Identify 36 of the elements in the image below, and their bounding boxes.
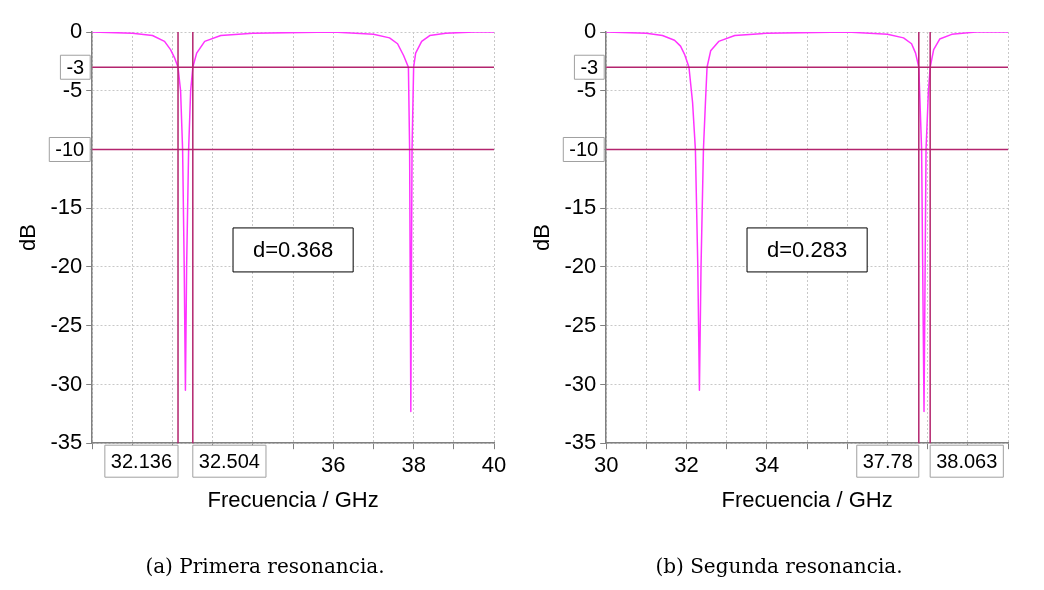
ref-line-label: 37.78 [862, 449, 913, 472]
y-tick-label: -25 [564, 311, 597, 337]
y-tick-label: -20 [50, 253, 83, 279]
y-tick-label: -15 [564, 194, 597, 220]
annotation: d=0.368 [253, 237, 334, 262]
ref-line-label: -3 [66, 55, 85, 78]
y-tick-label: -30 [50, 370, 83, 396]
x-tick-label: 38 [401, 452, 426, 478]
y-tick-label: -20 [564, 253, 597, 279]
y-tick-label: -5 [576, 76, 597, 102]
x-tick-label: 34 [754, 452, 780, 478]
y-tick-label: 0 [583, 18, 597, 44]
annotation: d=0.283 [767, 237, 848, 262]
x-axis-title: Frecuencia / GHz [721, 486, 893, 512]
y-tick-label: -25 [50, 311, 83, 337]
ref-line-label: -10 [569, 138, 599, 160]
y-tick-label: -35 [564, 429, 597, 455]
ref-line-label: -10 [55, 138, 85, 160]
y-tick-label: 0 [69, 18, 83, 44]
y-tick-label: -35 [50, 429, 83, 455]
x-tick-label: 32 [674, 452, 699, 478]
ref-line-label: -3 [580, 55, 599, 78]
y-tick-label: -15 [50, 194, 83, 220]
x-tick-label: 30 [593, 452, 619, 478]
ref-line-label: 32.504 [198, 449, 260, 472]
y-axis-title: dB [529, 224, 555, 252]
y-axis-title: dB [15, 224, 41, 252]
text: (a) Primera resonancia. [144, 554, 386, 578]
y-tick-label: -30 [564, 370, 597, 396]
x-axis-title: Frecuencia / GHz [207, 486, 379, 512]
text: (b) Segunda resonancia. [654, 554, 904, 578]
ref-line-label: 32.136 [110, 449, 173, 472]
ref-line-label: 38.063 [936, 449, 998, 472]
x-tick-label: 36 [321, 452, 346, 478]
x-tick-label: 40 [481, 452, 507, 478]
y-tick-label: -5 [62, 76, 83, 102]
